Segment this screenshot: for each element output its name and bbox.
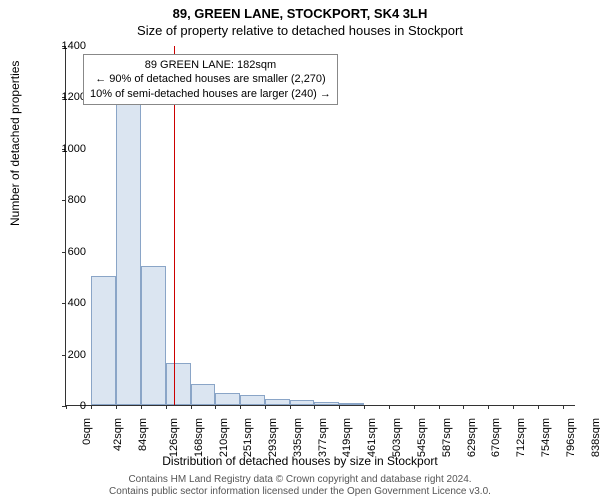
histogram-bar	[215, 393, 240, 405]
xtick-label: 503sqm	[391, 418, 403, 457]
xtick-mark	[463, 405, 464, 409]
xtick-mark	[191, 405, 192, 409]
xtick-label: 838sqm	[590, 418, 600, 457]
xtick-label: 293sqm	[267, 418, 279, 457]
xtick-label: 0sqm	[81, 418, 93, 445]
ytick-label: 800	[46, 194, 86, 206]
xtick-mark	[91, 405, 92, 409]
xtick-label: 545sqm	[416, 418, 428, 457]
xtick-mark	[538, 405, 539, 409]
xtick-label: 587sqm	[441, 418, 453, 457]
xtick-label: 210sqm	[218, 418, 230, 457]
histogram-bar	[339, 403, 364, 405]
xtick-label: 377sqm	[317, 418, 329, 457]
ytick-label: 1200	[46, 91, 86, 103]
xtick-label: 419sqm	[342, 418, 354, 457]
histogram-bar	[290, 400, 315, 405]
xtick-label: 796sqm	[565, 418, 577, 457]
histogram-bar	[240, 395, 265, 405]
xtick-mark	[414, 405, 415, 409]
xtick-mark	[116, 405, 117, 409]
xtick-mark	[389, 405, 390, 409]
xtick-label: 168sqm	[193, 418, 205, 457]
histogram-bar	[314, 402, 339, 405]
ytick-label: 400	[46, 297, 86, 309]
annotation-line: 89 GREEN LANE: 182sqm	[90, 58, 331, 72]
footer-line2: Contains public sector information licen…	[0, 486, 600, 498]
xtick-mark	[513, 405, 514, 409]
ytick-label: 600	[46, 246, 86, 258]
histogram-bar	[191, 384, 216, 405]
histogram-bar	[166, 363, 191, 405]
histogram-bar	[91, 276, 116, 405]
xtick-label: 126sqm	[168, 418, 180, 457]
page-subtitle: Size of property relative to detached ho…	[0, 21, 600, 38]
xtick-mark	[339, 405, 340, 409]
xtick-label: 251sqm	[242, 418, 254, 457]
xtick-mark	[563, 405, 564, 409]
xtick-mark	[265, 405, 266, 409]
xtick-mark	[364, 405, 365, 409]
annotation-line: ← 90% of detached houses are smaller (2,…	[90, 72, 331, 86]
xtick-mark	[439, 405, 440, 409]
xtick-label: 712sqm	[515, 418, 527, 457]
ytick-label: 0	[46, 400, 86, 412]
xtick-mark	[488, 405, 489, 409]
footer-attribution: Contains HM Land Registry data © Crown c…	[0, 474, 600, 498]
annotation-box: 89 GREEN LANE: 182sqm← 90% of detached h…	[83, 54, 338, 105]
xtick-mark	[215, 405, 216, 409]
histogram-bar	[265, 399, 290, 405]
y-axis-label: Number of detached properties	[8, 61, 22, 226]
xtick-mark	[141, 405, 142, 409]
xtick-label: 754sqm	[540, 418, 552, 457]
xtick-label: 84sqm	[137, 418, 149, 451]
ytick-label: 200	[46, 349, 86, 361]
ytick-label: 1400	[46, 40, 86, 52]
histogram-bar	[141, 266, 166, 405]
histogram-bar	[116, 104, 141, 405]
xtick-label: 42sqm	[112, 418, 124, 451]
xtick-label: 629sqm	[466, 418, 478, 457]
xtick-label: 461sqm	[367, 418, 379, 457]
page-title: 89, GREEN LANE, STOCKPORT, SK4 3LH	[0, 0, 600, 21]
annotation-line: 10% of semi-detached houses are larger (…	[90, 87, 331, 101]
footer-line1: Contains HM Land Registry data © Crown c…	[0, 474, 600, 486]
xtick-label: 670sqm	[490, 418, 502, 457]
xtick-mark	[240, 405, 241, 409]
ytick-label: 1000	[46, 143, 86, 155]
xtick-label: 335sqm	[292, 418, 304, 457]
xtick-mark	[314, 405, 315, 409]
xtick-mark	[290, 405, 291, 409]
xtick-mark	[166, 405, 167, 409]
